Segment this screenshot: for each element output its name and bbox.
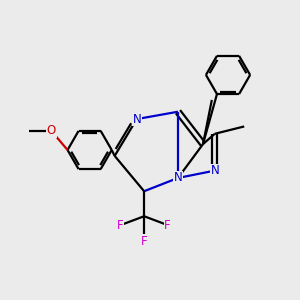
Text: N: N <box>210 164 219 177</box>
Text: F: F <box>117 219 124 232</box>
Text: N: N <box>174 172 182 184</box>
Text: F: F <box>164 219 171 232</box>
Text: F: F <box>141 235 147 248</box>
Text: O: O <box>47 124 56 137</box>
Text: N: N <box>132 112 141 126</box>
